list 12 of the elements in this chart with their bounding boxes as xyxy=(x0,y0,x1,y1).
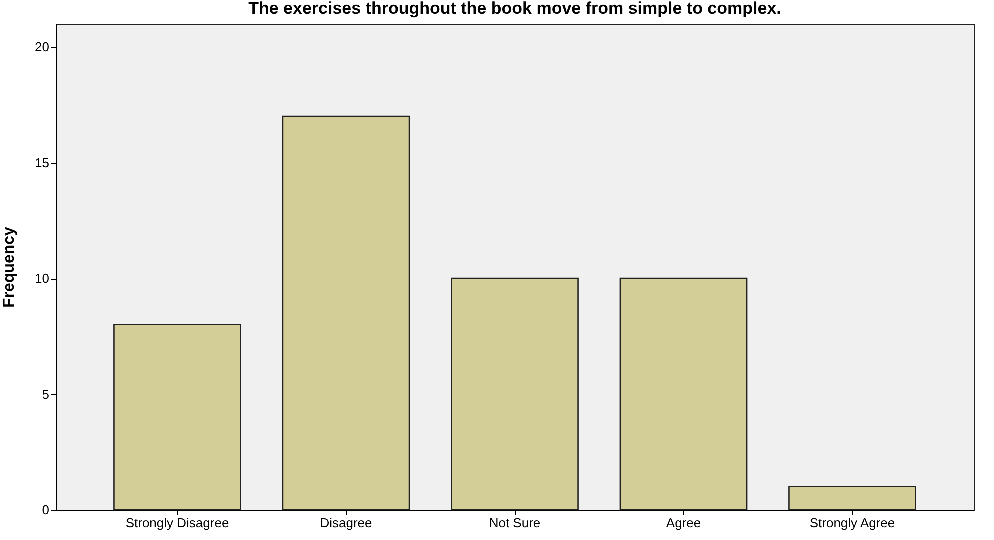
y-tick-label: 15 xyxy=(35,155,50,170)
y-tick-label: 5 xyxy=(42,386,50,402)
chart-title: The exercises throughout the book move from simple to complex. xyxy=(248,0,782,18)
y-tick-label: 20 xyxy=(35,40,50,55)
x-tick-label: Strongly Disagree xyxy=(126,516,230,530)
x-tick-label: Strongly Agree xyxy=(810,516,896,530)
x-tick-label: Not Sure xyxy=(489,516,541,530)
y-axis-title: Frequency xyxy=(1,226,18,308)
y-tick-label: 10 xyxy=(35,271,50,286)
x-tick-label: Disagree xyxy=(320,516,372,530)
x-tick-label: Agree xyxy=(666,516,702,530)
y-tick-label: 0 xyxy=(42,502,50,518)
